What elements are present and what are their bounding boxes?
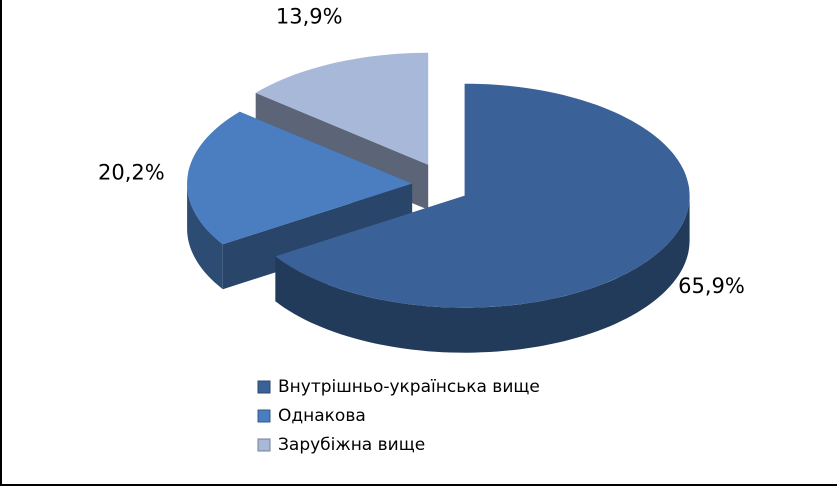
slice-wall [275,195,690,353]
slice [275,83,690,353]
data-label: 65,9% [678,274,745,298]
legend-marker [257,380,271,394]
legend-label: Однакова [278,406,366,426]
data-label: 20,2% [98,160,165,184]
legend-label: Внутрішньо-українська вище [278,377,540,397]
slice-top [187,111,413,245]
slice [187,111,413,290]
legend-marker [257,438,271,452]
slice-side [222,183,413,290]
legend-marker [257,409,271,423]
data-label: 13,9% [276,5,343,29]
slice-top [275,83,690,308]
slice-top [255,52,429,165]
legend-label: Зарубіжна вище [278,435,425,455]
slice-wall [187,183,223,290]
